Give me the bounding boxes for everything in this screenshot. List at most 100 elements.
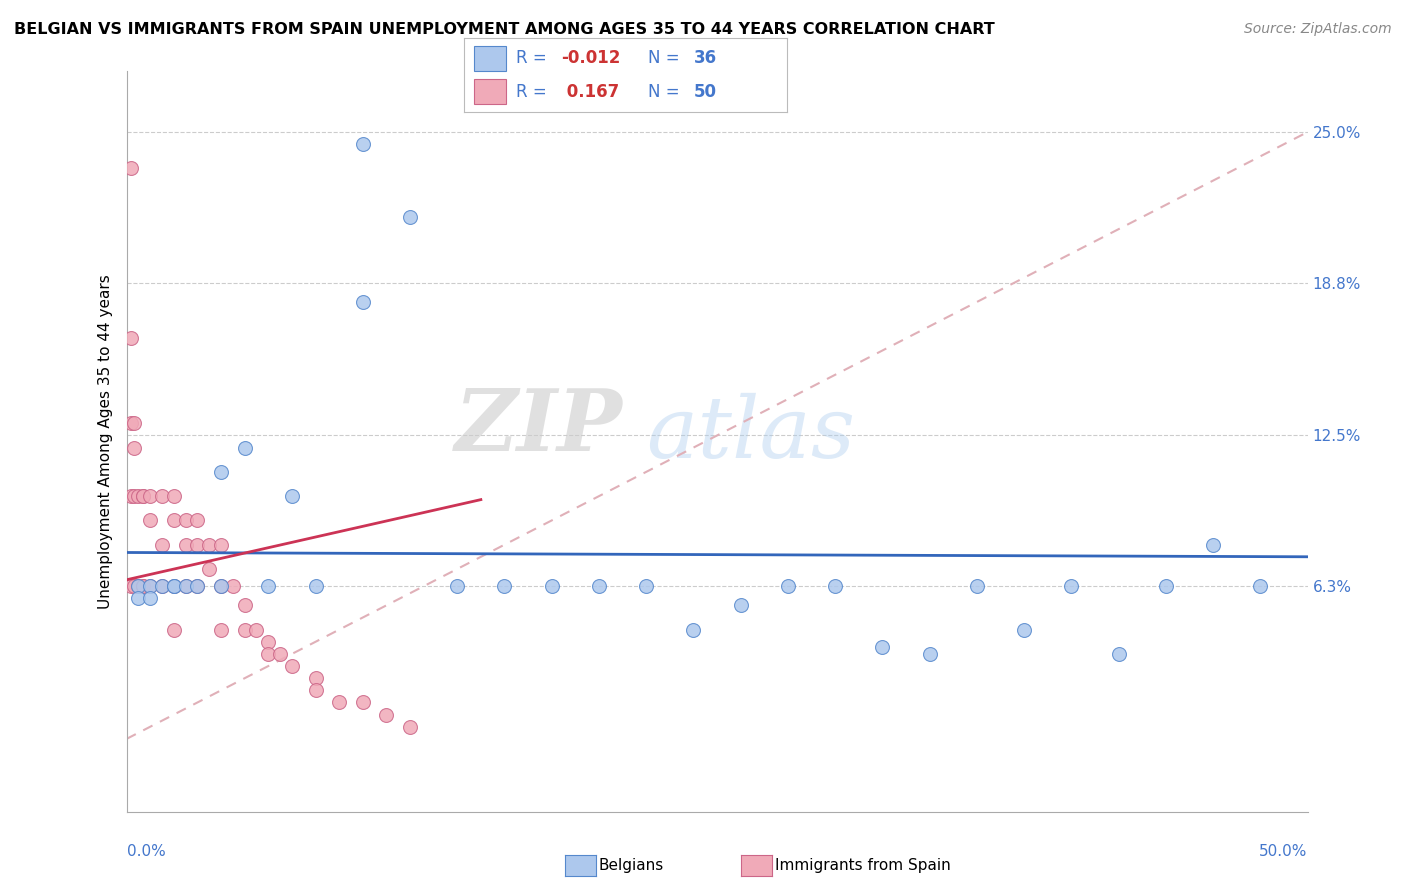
Text: 50: 50 — [693, 83, 717, 101]
Point — [446, 579, 468, 593]
Point — [375, 707, 398, 722]
Point — [269, 647, 291, 661]
Text: atlas: atlas — [647, 392, 855, 475]
Point — [150, 538, 173, 552]
Point — [174, 538, 197, 552]
Point — [127, 591, 149, 606]
Point — [122, 441, 145, 455]
Point — [399, 720, 422, 734]
Text: R =: R = — [516, 49, 551, 67]
Point — [328, 696, 350, 710]
Point — [120, 417, 142, 431]
Text: -0.012: -0.012 — [561, 49, 620, 67]
Point — [132, 579, 155, 593]
Bar — [474, 45, 506, 70]
Point — [122, 417, 145, 431]
Point — [1249, 579, 1271, 593]
Point — [174, 579, 197, 593]
Point — [352, 696, 374, 710]
Point — [966, 579, 988, 593]
Point — [150, 489, 173, 503]
Text: N =: N = — [648, 49, 685, 67]
Text: 0.167: 0.167 — [561, 83, 619, 101]
Point — [304, 579, 326, 593]
Point — [127, 579, 149, 593]
Point — [198, 538, 221, 552]
Point — [588, 579, 610, 593]
Point — [163, 579, 186, 593]
Point — [636, 579, 658, 593]
Text: 36: 36 — [693, 49, 717, 67]
Text: Immigrants from Spain: Immigrants from Spain — [775, 858, 950, 872]
Text: 0.0%: 0.0% — [127, 845, 166, 859]
Point — [304, 683, 326, 698]
Point — [163, 513, 186, 527]
Point — [209, 538, 232, 552]
Point — [132, 489, 155, 503]
Point — [304, 671, 326, 685]
Point — [120, 489, 142, 503]
Bar — [474, 79, 506, 104]
Point — [139, 489, 162, 503]
Point — [209, 579, 232, 593]
Point — [150, 579, 173, 593]
Point — [1060, 579, 1083, 593]
Point — [245, 623, 267, 637]
Text: 50.0%: 50.0% — [1260, 845, 1308, 859]
Point — [1012, 623, 1035, 637]
Point — [139, 591, 162, 606]
Point — [872, 640, 894, 654]
Point — [281, 659, 304, 673]
Text: R =: R = — [516, 83, 551, 101]
Text: Belgians: Belgians — [599, 858, 664, 872]
Point — [150, 579, 173, 593]
Point — [1154, 579, 1177, 593]
Point — [352, 295, 374, 310]
Point — [163, 579, 186, 593]
Point — [494, 579, 516, 593]
Point — [209, 623, 232, 637]
Point — [163, 489, 186, 503]
Point — [127, 489, 149, 503]
Point — [824, 579, 846, 593]
Point — [730, 599, 752, 613]
Point — [257, 647, 280, 661]
Point — [352, 137, 374, 152]
Point — [233, 623, 256, 637]
Point — [209, 579, 232, 593]
Point — [186, 579, 208, 593]
Point — [132, 489, 155, 503]
Point — [222, 579, 245, 593]
Text: N =: N = — [648, 83, 685, 101]
Point — [163, 579, 186, 593]
Point — [132, 579, 155, 593]
Point — [186, 579, 208, 593]
Point — [127, 579, 149, 593]
Point — [918, 647, 941, 661]
Point — [281, 489, 304, 503]
Text: BELGIAN VS IMMIGRANTS FROM SPAIN UNEMPLOYMENT AMONG AGES 35 TO 44 YEARS CORRELAT: BELGIAN VS IMMIGRANTS FROM SPAIN UNEMPLO… — [14, 22, 995, 37]
Point — [257, 635, 280, 649]
Point — [163, 623, 186, 637]
Point — [120, 161, 142, 176]
Point — [122, 489, 145, 503]
Point — [120, 331, 142, 345]
Text: Source: ZipAtlas.com: Source: ZipAtlas.com — [1244, 22, 1392, 37]
Point — [139, 579, 162, 593]
Point — [139, 513, 162, 527]
Point — [174, 513, 197, 527]
Point — [399, 210, 422, 224]
Y-axis label: Unemployment Among Ages 35 to 44 years: Unemployment Among Ages 35 to 44 years — [97, 274, 112, 609]
Point — [233, 441, 256, 455]
Point — [122, 579, 145, 593]
Point — [257, 579, 280, 593]
Text: ZIP: ZIP — [454, 385, 623, 468]
Point — [1108, 647, 1130, 661]
Point — [186, 513, 208, 527]
Point — [120, 579, 142, 593]
Point — [186, 538, 208, 552]
Point — [139, 579, 162, 593]
Point — [540, 579, 562, 593]
Point — [174, 579, 197, 593]
Point — [198, 562, 221, 576]
